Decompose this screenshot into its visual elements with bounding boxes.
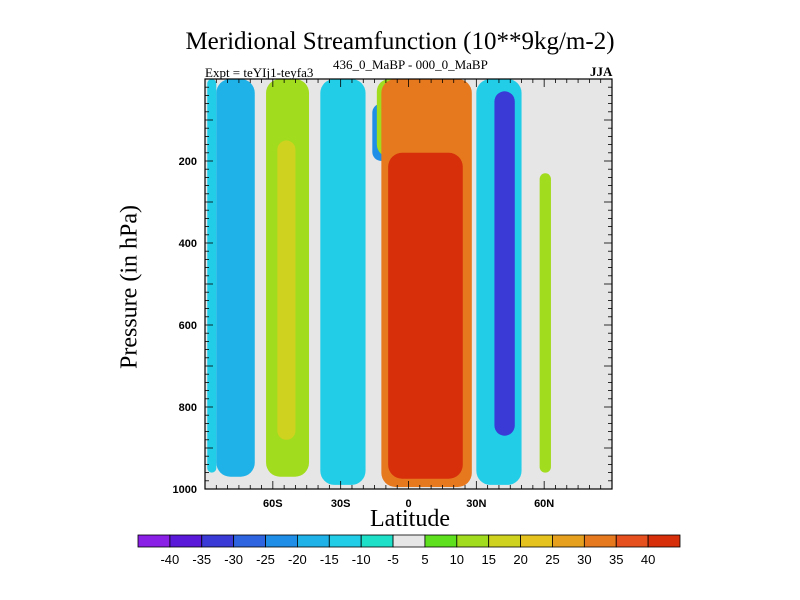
colorbar-label: -35 <box>192 552 211 567</box>
y-tick-label: 600 <box>179 320 197 332</box>
colorbar-label: 30 <box>577 552 591 567</box>
colorbar-label: -5 <box>387 552 399 567</box>
colorbar-box <box>488 534 521 548</box>
x-tick-label: 0 <box>405 498 411 510</box>
colorbar-label: -20 <box>288 552 307 567</box>
season-label: JJA <box>590 64 613 79</box>
colorbar-box <box>201 534 235 548</box>
colorbar-box <box>552 534 585 548</box>
colorbar-box <box>424 534 458 548</box>
chart-title: Meridional Streamfunction (10**9kg/m-2) <box>185 28 615 55</box>
colorbar-box <box>615 534 649 548</box>
colorbar-label: 15 <box>481 552 495 567</box>
colorbar-label: 20 <box>513 552 527 567</box>
contour-region-0 <box>216 79 255 477</box>
colorbar-box <box>647 534 681 548</box>
period-label: 436_0_MaBP - 000_0_MaBP <box>333 57 488 72</box>
colorbar-box <box>137 534 171 548</box>
colorbar-box <box>360 534 394 548</box>
colorbar-box <box>169 534 203 548</box>
contour-region-8 <box>388 152 463 479</box>
colorbar-label: -40 <box>160 552 179 567</box>
contour-region-10 <box>494 91 515 436</box>
colorbar-label: 40 <box>641 552 655 567</box>
colorbar-box <box>520 534 553 548</box>
y-tick-label: 1000 <box>173 484 197 496</box>
colorbar-box <box>328 534 362 548</box>
colorbar-label: -30 <box>224 552 243 567</box>
colorbar-label: 35 <box>609 552 623 567</box>
contour-region-11 <box>539 173 551 473</box>
x-tick-label: 30S <box>331 498 351 510</box>
x-tick-label: 30N <box>466 498 486 510</box>
y-tick-label: 400 <box>179 238 197 250</box>
x-tick-label: 60S <box>263 498 283 510</box>
experiment-label: Expt = teYIj1-teyfa3 <box>205 65 314 80</box>
colorbar-box <box>265 534 298 548</box>
colorbar-label: 25 <box>545 552 559 567</box>
colorbar-box <box>297 534 330 548</box>
colorbar-label: 10 <box>450 552 464 567</box>
colorbar-box <box>456 534 490 548</box>
x-axis-label: Latitude <box>370 506 450 532</box>
contour-region-3 <box>277 140 296 440</box>
colorbar-label: -10 <box>352 552 371 567</box>
colorbar-box <box>392 534 426 548</box>
colorbar-label: -15 <box>320 552 339 567</box>
contour-region-4 <box>320 79 366 485</box>
colorbar-box <box>583 534 617 548</box>
x-tick-label: 60N <box>534 498 554 510</box>
y-tick-label: 200 <box>179 156 197 168</box>
y-tick-label: 800 <box>179 402 197 414</box>
contour-region-1 <box>207 79 217 473</box>
colorbar-label: 5 <box>421 552 428 567</box>
colorbar-box <box>233 534 266 548</box>
colorbar-label: -25 <box>256 552 275 567</box>
